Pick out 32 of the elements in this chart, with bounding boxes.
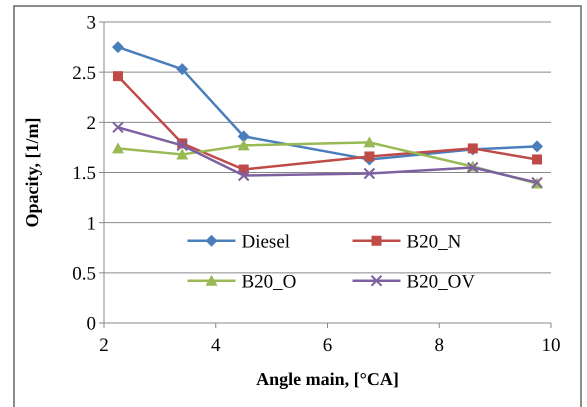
y-tick-label: 3 [86,12,96,34]
point [364,151,374,162]
y-tick-label: 2.5 [72,62,96,84]
legend-label: B20_OV [406,271,476,292]
y-tick-label: 1.5 [72,163,96,184]
point [238,139,250,150]
legend-label: B20_O [242,271,296,292]
y-tick-label: 0 [86,314,96,335]
point [238,170,250,182]
point [176,63,188,76]
x-tick-label: 10 [542,335,560,356]
x-tick-label: 8 [434,335,444,356]
legend-label: B20_N [406,231,462,252]
point [176,139,188,152]
point [112,121,124,134]
y-axis-title: Opacity, [1/m] [22,118,42,228]
legend-label: Diesel [242,231,290,252]
point [176,148,188,160]
point [112,71,123,82]
x-tick-label: 6 [322,335,332,356]
point [112,142,124,154]
y-tick-label: 1 [86,213,96,234]
point [363,168,376,180]
point [363,136,376,148]
y-tick-label: 2 [86,112,96,134]
point [112,41,124,54]
y-tick-label: 0.5 [72,263,96,284]
point [238,130,250,142]
point [532,154,542,164]
point [531,140,544,152]
x-axis-title: Angle main, [°CA] [256,369,399,389]
x-tick-label: 4 [211,335,221,356]
